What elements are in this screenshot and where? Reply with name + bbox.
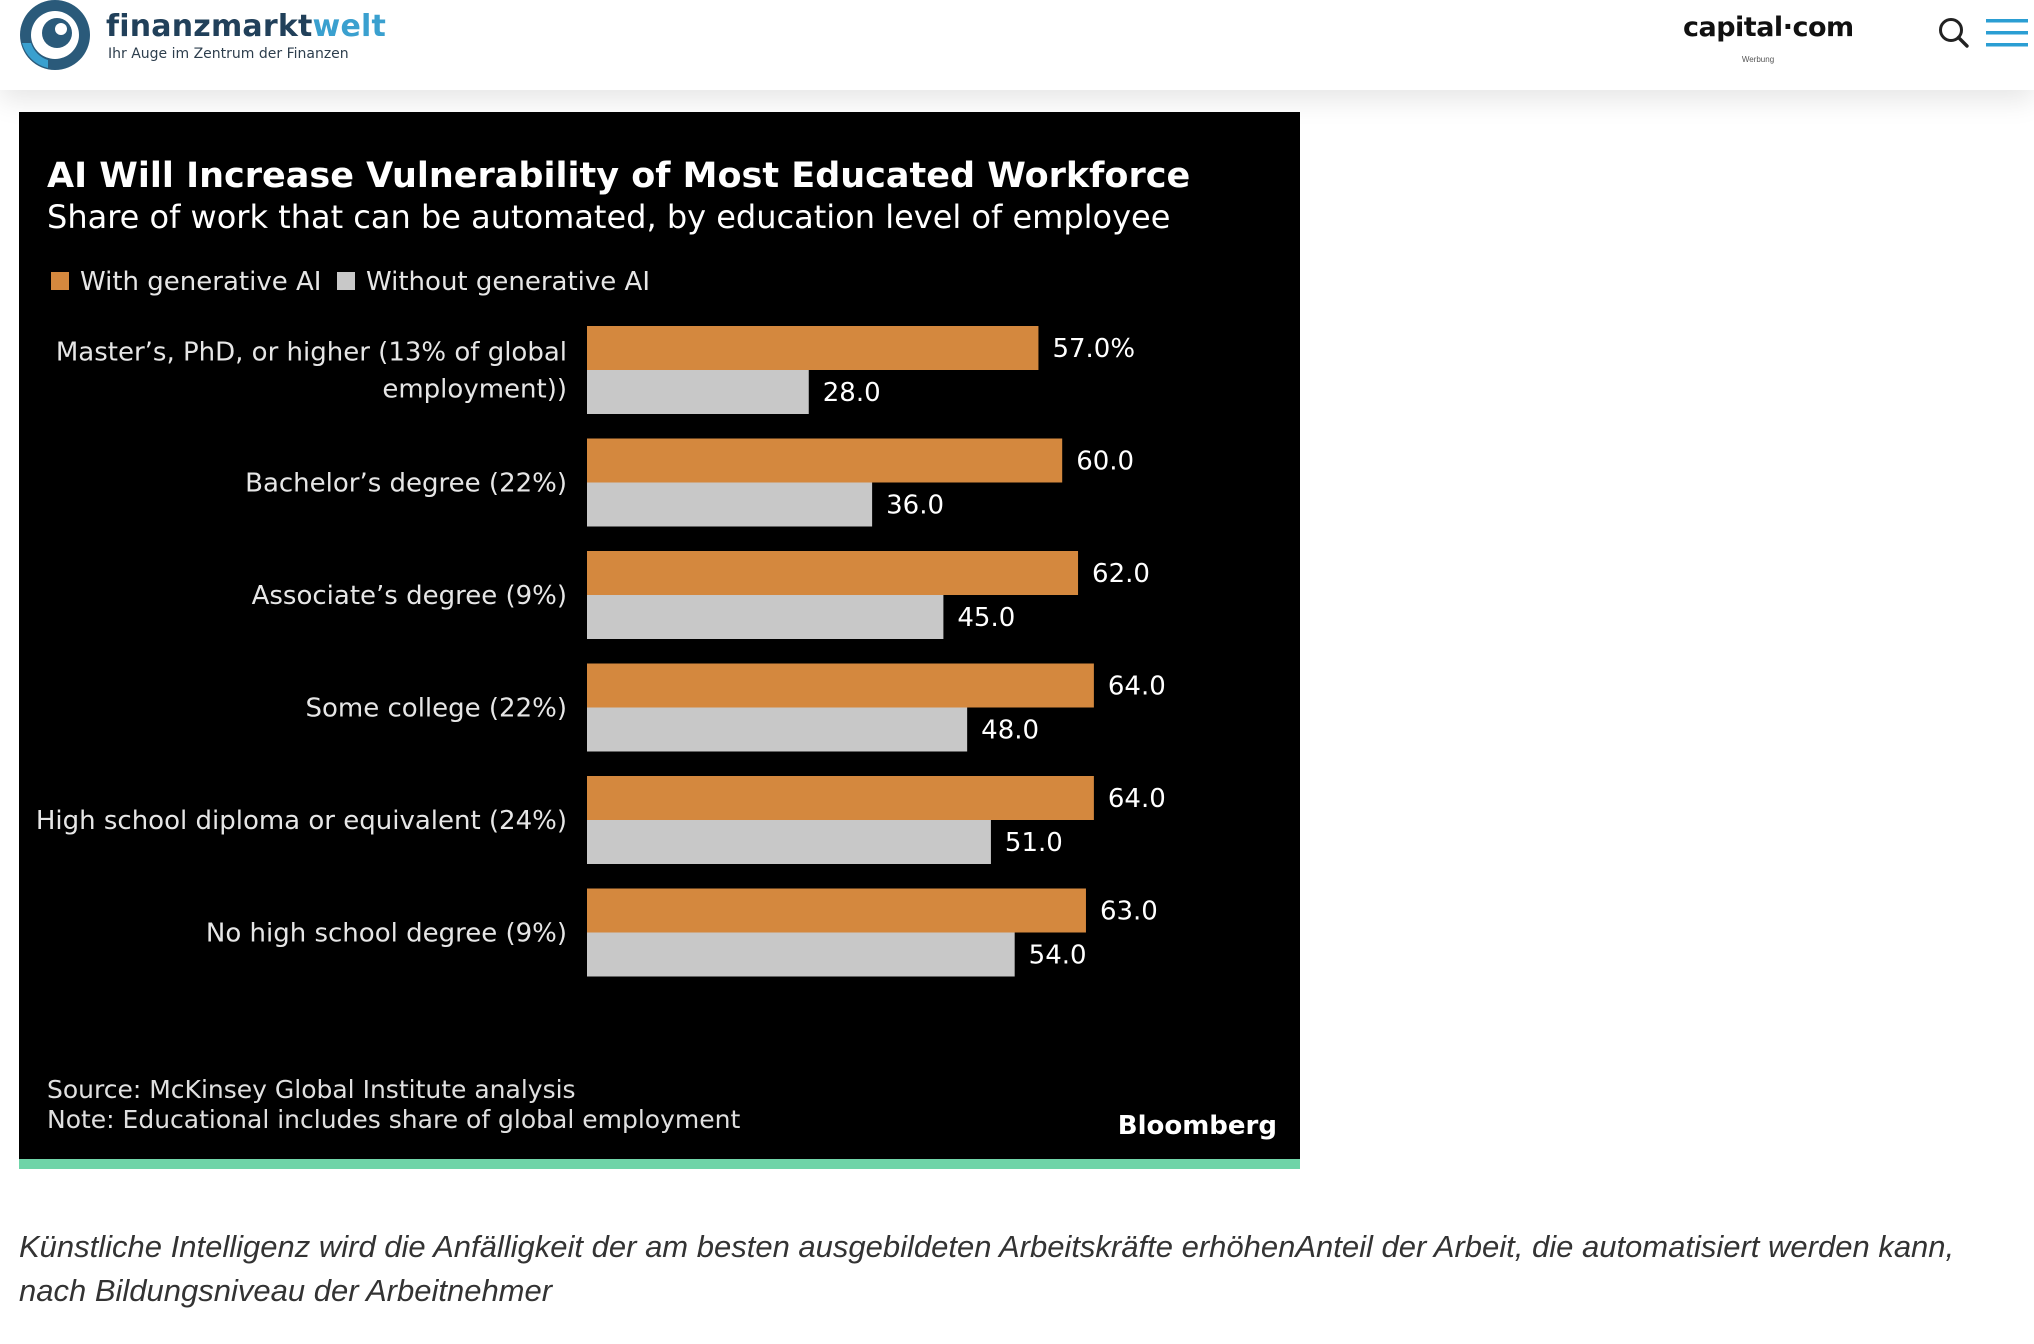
data-label: 48.0: [981, 716, 1039, 746]
brand-name-accent: welt: [312, 9, 387, 44]
chart-subtitle: Share of work that can be automated, by …: [47, 198, 1170, 236]
chart-legend: With generative AI Without generative AI: [51, 267, 650, 297]
brand-tagline: Ihr Auge im Zentrum der Finanzen: [108, 46, 349, 62]
category-label: Associate’s degree (9%): [252, 581, 567, 611]
ad-logo[interactable]: capital·com: [1683, 12, 1854, 43]
bar-group: 63.0 54.0 No high school degree (9%): [206, 888, 1158, 977]
search-icon[interactable]: [1937, 16, 1971, 50]
data-label: 60.0: [1076, 447, 1134, 477]
bar-without-ai: [587, 707, 968, 752]
bar-without-ai: [587, 482, 873, 527]
category-label: Bachelor’s degree (22%): [245, 469, 567, 499]
bar-without-ai: [587, 820, 991, 864]
bar-group: 60.0 36.0 Bachelor’s degree (22%): [245, 438, 1134, 527]
bar-with-ai: [587, 551, 1079, 595]
chart-plot-area: 57.0% 28.0 Master’s, PhD, or higher (13% o…: [36, 326, 1166, 977]
brand-name-main: finanzmarkt: [106, 9, 313, 44]
logo-eye-icon[interactable]: [18, 0, 92, 72]
chart-title: AI Will Increase Vulnerability of Most E…: [47, 156, 1190, 196]
data-label: 51.0: [1005, 828, 1063, 858]
data-label: 28.0: [823, 378, 881, 408]
brand-name[interactable]: finanzmarktwelt: [106, 9, 386, 44]
publisher-logo: Bloomberg: [1118, 1111, 1277, 1141]
chart-note: Note: Educational includes share of glob…: [47, 1105, 740, 1134]
bar-group: 64.0 51.0 High school diploma or equivalen…: [36, 776, 1166, 864]
legend-label-with-ai: With generative AI: [80, 267, 321, 297]
legend-label-without-ai: Without generative AI: [366, 267, 650, 297]
bar-group: 62.0 45.0 Associate’s degree (9%): [252, 551, 1150, 639]
category-label: employment)): [382, 375, 567, 405]
bar-with-ai: [587, 776, 1094, 820]
legend-swatch-without-ai: [337, 272, 355, 290]
category-label: High school diploma or equivalent (24%): [36, 806, 567, 836]
bar-with-ai: [587, 663, 1094, 708]
data-label: 62.0: [1092, 559, 1150, 589]
data-label: 36.0: [886, 491, 944, 521]
bar-group: 64.0 48.0 Some college (22%): [306, 663, 1166, 752]
chart-source: Source: McKinsey Global Institute analys…: [47, 1075, 576, 1104]
data-label: 57.0%: [1052, 334, 1135, 364]
data-label: 64.0: [1108, 784, 1166, 814]
ad-label: Werbung: [1741, 55, 1775, 64]
data-label: 54.0: [1029, 941, 1087, 971]
bar-with-ai: [587, 326, 1039, 370]
data-label: 63.0: [1100, 897, 1158, 927]
chart-figure: AI Will Increase Vulnerability of Most E…: [19, 112, 1300, 1159]
chart-accent-bar: [19, 1159, 1300, 1169]
category-label: No high school degree (9%): [206, 919, 567, 949]
bar-without-ai: [587, 932, 1015, 977]
bar-without-ai: [587, 370, 809, 414]
site-header: finanzmarktwelt Ihr Auge im Zentrum der …: [0, 0, 2034, 90]
bar-with-ai: [587, 888, 1086, 933]
data-label: 45.0: [957, 603, 1015, 633]
bar-without-ai: [587, 595, 944, 639]
legend-swatch-with-ai: [51, 272, 69, 290]
bar-group: 57.0% 28.0 Master’s, PhD, or higher (13% o…: [56, 326, 1135, 414]
category-label: Master’s, PhD, or higher (13% of global: [56, 338, 567, 368]
image-caption: Künstliche Intelligenz wird die Anfällig…: [19, 1229, 1955, 1308]
bar-with-ai: [587, 438, 1063, 483]
data-label: 64.0: [1108, 672, 1166, 702]
category-label: Some college (22%): [306, 694, 568, 724]
bar-chart: AI Will Increase Vulnerability of Most E…: [36, 156, 1277, 1141]
hamburger-menu-icon[interactable]: [1986, 17, 2028, 49]
